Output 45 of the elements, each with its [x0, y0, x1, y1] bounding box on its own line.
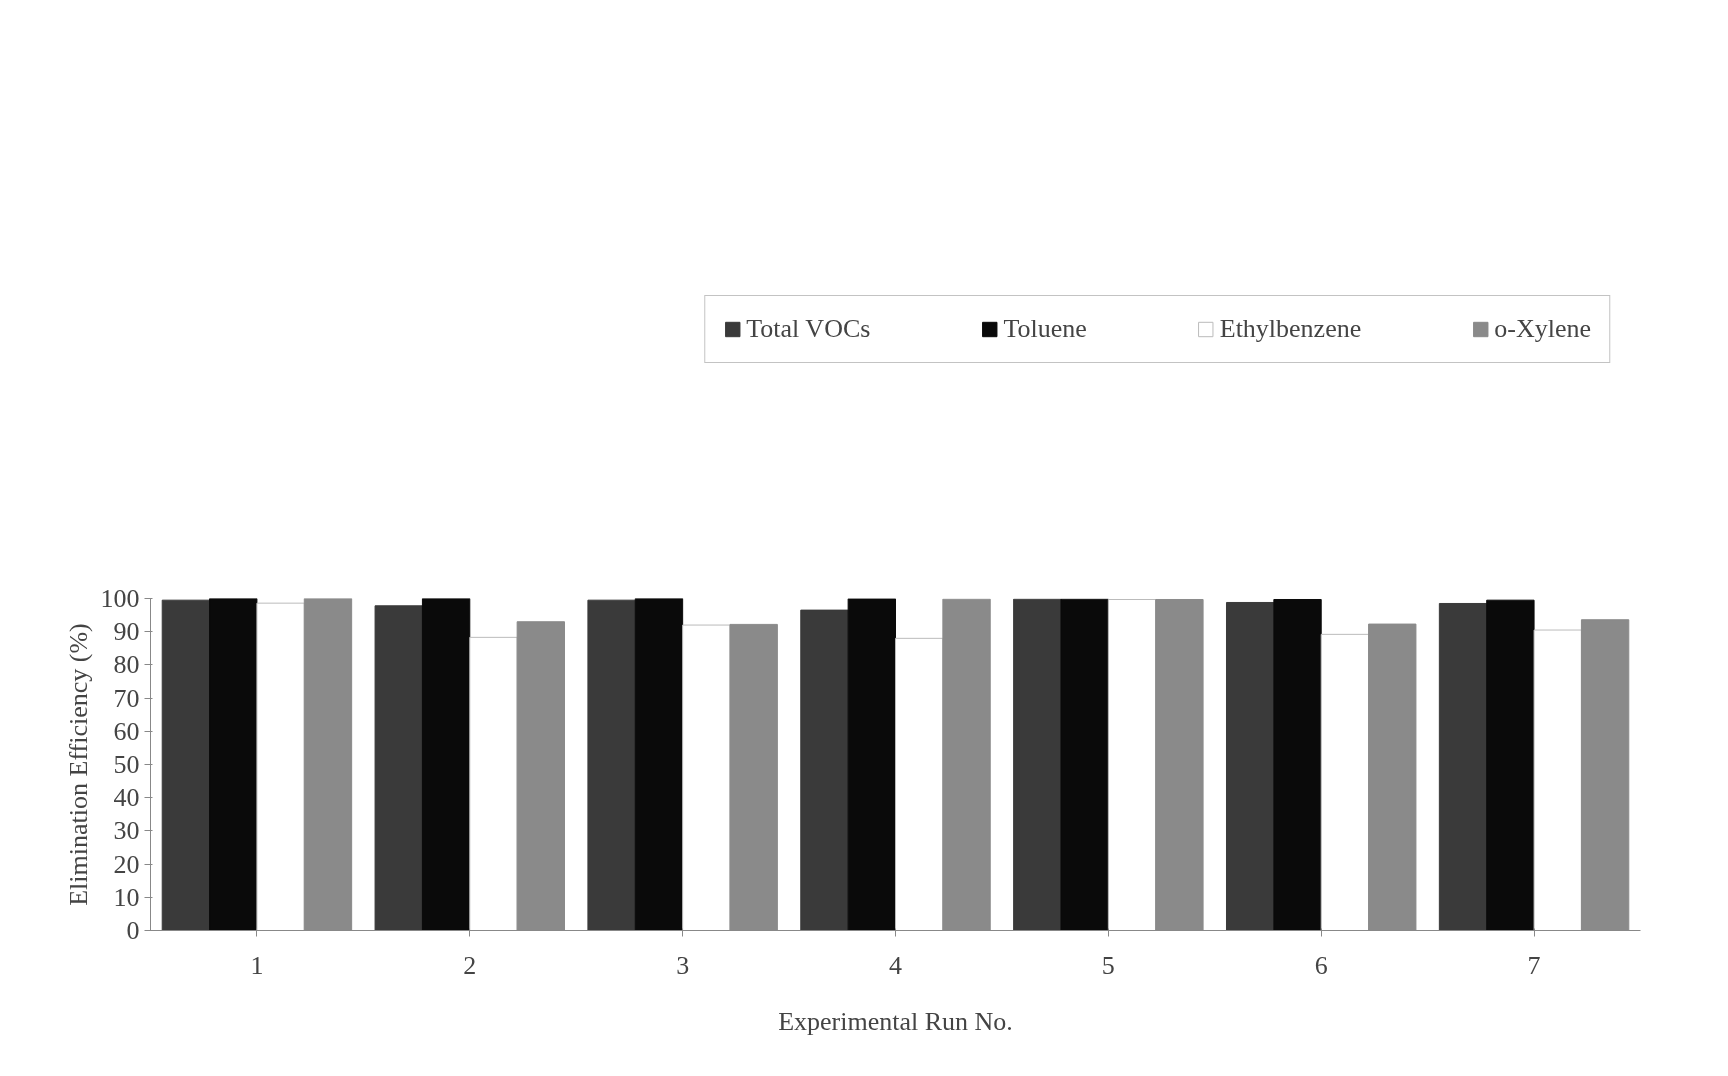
legend-label: o-Xylene — [1494, 314, 1591, 344]
bar — [895, 637, 944, 931]
y-tick-label: 90 — [113, 617, 140, 647]
bar — [1225, 601, 1275, 931]
bar — [1438, 602, 1488, 931]
y-tick-label: 80 — [113, 650, 140, 680]
bar — [847, 598, 896, 931]
x-tick-label: 7 — [1527, 950, 1541, 980]
bar — [634, 598, 684, 931]
y-tick-label: 50 — [113, 750, 140, 779]
legend-label: Total VOCs — [746, 314, 871, 344]
y-axis-title: Elimination Efficiency (%) — [63, 623, 93, 906]
bar — [1013, 598, 1062, 931]
y-tick-label: 40 — [113, 783, 140, 813]
bar — [587, 599, 636, 931]
bar — [421, 598, 471, 931]
x-axis-title: Experimental Run No. — [778, 1006, 1013, 1036]
y-tick-label: 0 — [126, 916, 140, 945]
y-tick-label: 30 — [113, 816, 140, 846]
bar — [1107, 599, 1157, 931]
bar — [1486, 599, 1535, 931]
bar — [1320, 633, 1370, 931]
legend-label: Toluene — [1003, 314, 1087, 344]
x-tick-label: 3 — [676, 950, 690, 980]
y-tick-label: 10 — [113, 882, 140, 912]
bar — [469, 636, 518, 931]
x-tick-label: 5 — [1101, 950, 1115, 980]
bar — [800, 609, 849, 931]
bar — [682, 624, 731, 931]
y-tick-label: 60 — [113, 716, 140, 746]
bar — [1533, 629, 1582, 931]
bar — [161, 599, 211, 931]
y-tick-label: 70 — [113, 683, 140, 713]
y-tick-label: 20 — [113, 849, 140, 879]
bar — [256, 602, 305, 931]
x-tick-label: 1 — [250, 950, 264, 980]
bar — [209, 598, 258, 931]
legend-label: Ethylbenzene — [1219, 314, 1362, 344]
bar — [374, 605, 423, 931]
bar — [1060, 598, 1109, 931]
x-tick-label: 4 — [889, 950, 902, 980]
y-tick-label: 100 — [100, 584, 140, 613]
x-tick-label: 6 — [1314, 950, 1328, 980]
bar — [1273, 599, 1322, 931]
x-tick-label: 2 — [463, 950, 477, 980]
